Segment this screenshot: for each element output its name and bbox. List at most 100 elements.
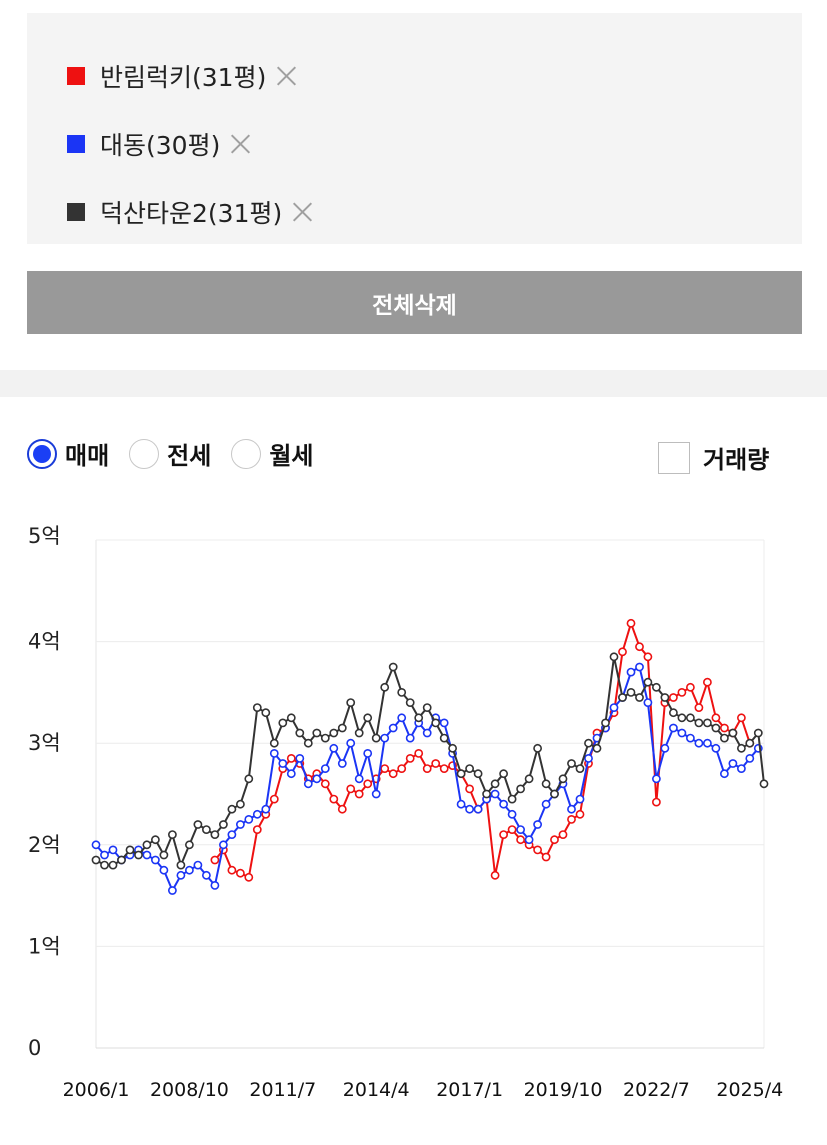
radio-unchecked-icon[interactable] — [231, 438, 262, 469]
data-point — [567, 759, 576, 768]
data-point — [482, 789, 491, 799]
data-point — [669, 693, 678, 702]
data-point — [422, 703, 432, 712]
data-point — [269, 738, 279, 748]
volume-toggle[interactable]: 거래량 — [658, 440, 769, 475]
radio-monthly-rent[interactable]: 월세 — [231, 436, 314, 471]
data-point — [286, 713, 296, 723]
delete-all-button[interactable]: 전체삭제 — [27, 271, 802, 334]
data-point — [516, 835, 525, 845]
radio-unchecked-icon[interactable] — [129, 438, 160, 469]
data-point — [261, 708, 271, 718]
data-point — [567, 814, 576, 824]
data-point — [490, 870, 500, 880]
data-point — [550, 789, 559, 799]
data-point — [745, 753, 755, 763]
data-point — [753, 728, 763, 738]
data-point — [541, 779, 551, 789]
data-point — [686, 733, 695, 743]
data-point — [303, 738, 313, 748]
data-point — [507, 794, 517, 804]
data-point — [703, 718, 712, 728]
data-point — [235, 799, 245, 809]
data-point — [643, 652, 653, 662]
data-point — [550, 835, 559, 845]
data-point — [499, 799, 508, 809]
data-point — [218, 820, 228, 829]
volume-checkbox[interactable] — [658, 441, 690, 474]
data-point — [108, 845, 118, 855]
data-point — [125, 845, 135, 855]
data-point — [652, 774, 661, 784]
compare-item-label: 덕산타운2(31평) — [100, 199, 283, 228]
data-point — [269, 748, 279, 758]
data-point — [728, 728, 738, 738]
data-point — [626, 667, 636, 677]
y-tick-label: 2억 — [28, 833, 61, 857]
data-point — [456, 799, 466, 809]
data-point — [312, 728, 322, 738]
data-point — [134, 850, 143, 860]
data-point — [465, 764, 474, 773]
radio-jeonse[interactable]: 전세 — [129, 436, 211, 471]
data-point — [235, 820, 245, 829]
data-point — [184, 840, 194, 850]
series-color-swatch — [67, 203, 85, 221]
chart-series — [91, 618, 769, 895]
data-point — [448, 743, 457, 753]
data-point — [635, 693, 644, 702]
data-point — [397, 764, 407, 773]
data-point — [91, 840, 101, 850]
data-point — [533, 845, 542, 855]
data-point — [201, 870, 211, 880]
data-point — [100, 860, 109, 870]
close-icon[interactable] — [288, 198, 316, 226]
data-point — [584, 738, 593, 748]
y-tick-label: 3억 — [28, 731, 61, 755]
data-point — [643, 698, 653, 707]
x-tick-label: 2017/1 — [436, 1079, 503, 1101]
data-point — [117, 855, 126, 865]
chart-grid — [95, 539, 765, 1049]
y-axis-labels: 0 1억 2억 3억 4억 5억 — [28, 524, 61, 1060]
data-point — [150, 855, 160, 865]
close-icon[interactable] — [272, 62, 300, 90]
data-point — [660, 693, 670, 702]
data-point — [354, 728, 364, 738]
data-point — [320, 733, 330, 743]
data-point — [431, 718, 441, 728]
radio-checked-icon[interactable] — [27, 438, 57, 469]
radio-sale[interactable]: 매매 — [27, 436, 109, 471]
x-tick-label: 2011/7 — [249, 1079, 316, 1101]
data-point — [490, 789, 500, 799]
data-point — [626, 618, 636, 628]
data-point — [278, 718, 288, 728]
data-point — [584, 753, 593, 763]
data-point — [337, 759, 347, 768]
data-point — [414, 713, 424, 723]
data-point — [286, 753, 296, 763]
data-point — [363, 713, 373, 723]
data-point — [388, 662, 398, 672]
series-line — [214, 622, 751, 879]
radio-label: 매매 — [65, 442, 110, 470]
data-point — [252, 809, 262, 819]
data-point — [456, 769, 466, 779]
data-point — [346, 698, 356, 707]
data-point — [371, 733, 381, 743]
compare-item-label: 대동(30평) — [100, 131, 221, 160]
data-point — [269, 794, 279, 804]
data-point — [227, 804, 237, 814]
data-point — [346, 738, 356, 748]
data-point — [100, 850, 109, 860]
close-icon[interactable] — [226, 130, 254, 158]
data-point — [295, 753, 305, 763]
y-tick-label: 1억 — [28, 934, 61, 958]
data-point — [380, 764, 390, 773]
data-point — [176, 860, 186, 870]
data-point — [601, 718, 610, 728]
data-point — [176, 870, 186, 880]
data-point — [516, 784, 525, 794]
data-point — [193, 860, 203, 870]
data-point — [167, 830, 177, 839]
